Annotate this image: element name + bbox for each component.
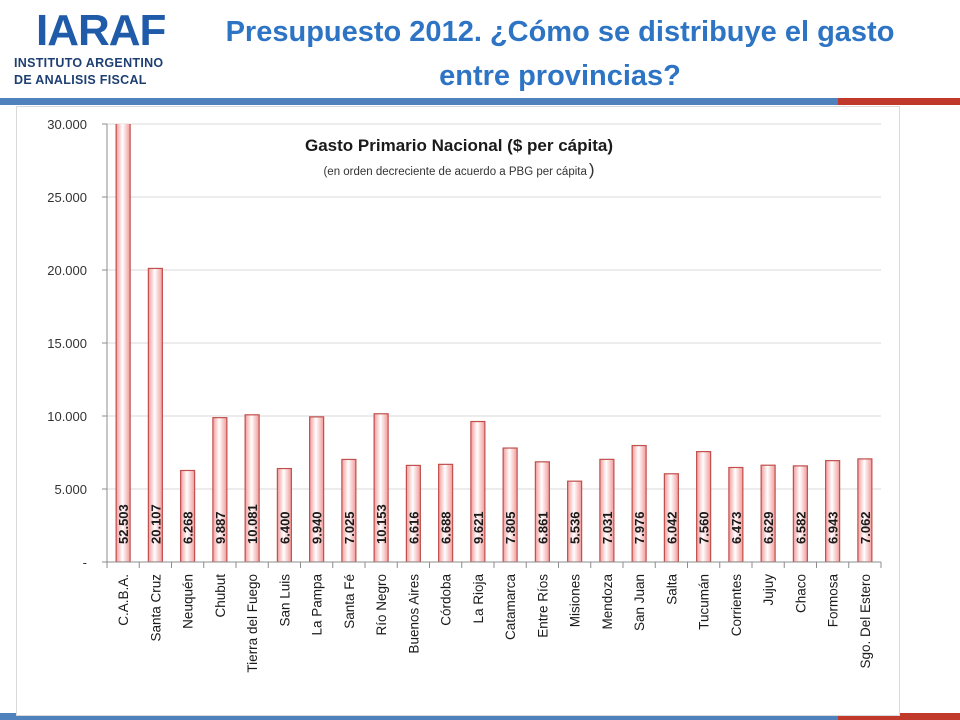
x-category-label: Formosa: [826, 574, 841, 628]
data-label: 6.042: [664, 511, 679, 544]
x-category-label: Buenos Aires: [406, 574, 421, 654]
data-label: 7.025: [342, 511, 357, 544]
x-category-label: Tucumán: [697, 574, 712, 630]
logo-line-2: DE ANALISIS FISCAL: [14, 73, 147, 87]
bar: [760, 464, 776, 562]
y-tick-label: 15.000: [47, 336, 87, 351]
chart-frame: - 5.000 10.000 15.000 20.000 25.000 30.000 52.…: [16, 106, 900, 716]
data-label: 6.629: [761, 511, 776, 544]
data-label: 52.503: [116, 504, 131, 544]
data-label: 7.976: [632, 511, 647, 544]
slide-title-line-1: Presupuesto 2012. ¿Cómo se distribuye el…: [225, 16, 895, 48]
data-label: 7.560: [697, 511, 712, 544]
data-label: 5.536: [568, 511, 583, 544]
slide-title: Presupuesto 2012. ¿Cómo se distribuye el…: [175, 10, 945, 98]
x-category-label: Santa Fé: [342, 574, 357, 629]
bar: [534, 461, 550, 562]
data-label: 7.062: [858, 511, 873, 544]
data-label: 6.473: [729, 511, 744, 544]
bottom-stripe-blue: [0, 713, 838, 720]
x-category-label: Río Negro: [374, 574, 389, 636]
bar: [825, 460, 841, 562]
x-category-label: Chubut: [213, 574, 228, 618]
x-category-label: Misiones: [568, 574, 583, 628]
iaraf-logo: IARAF INSTITUTO ARGENTINO DE ANALISIS FI…: [0, 0, 212, 98]
chart-title: Gasto Primario Nacional ($ per cápita): [305, 136, 613, 155]
data-label: 6.616: [406, 511, 421, 544]
logo-line-1: INSTITUTO ARGENTINO: [14, 56, 164, 70]
x-category-label: San Juan: [632, 574, 647, 631]
bar: [857, 458, 873, 562]
x-category-label: Santa Cruz: [148, 574, 163, 642]
bar: [147, 267, 163, 562]
bar: [696, 451, 712, 562]
bar: [631, 444, 647, 562]
data-label: 7.031: [600, 511, 615, 544]
data-label: 7.805: [503, 511, 518, 544]
y-tick-label: 30.000: [47, 117, 87, 132]
bar: [115, 124, 131, 562]
bar: [663, 473, 679, 562]
bar: [405, 464, 421, 562]
data-label: 6.688: [439, 511, 454, 544]
data-label: 6.400: [277, 511, 292, 544]
data-label: 6.943: [826, 511, 841, 544]
data-label: 20.107: [148, 504, 163, 544]
bar: [728, 466, 744, 562]
x-category-label: Córdoba: [439, 574, 454, 626]
chart-subtitle-close: ): [589, 160, 595, 179]
bar: [276, 467, 292, 562]
chart-subtitle: (en orden decreciente de acuerdo a PBG p…: [323, 160, 594, 179]
data-label: 6.268: [181, 511, 196, 544]
x-category-label: Entre Ríos: [535, 574, 550, 638]
x-category-label: Catamarca: [503, 574, 518, 641]
bar-chart: - 5.000 10.000 15.000 20.000 25.000 30.000 52.…: [47, 117, 882, 673]
bar: [373, 413, 389, 562]
bar: [244, 414, 260, 562]
x-category-label: Jujuy: [761, 574, 776, 606]
y-tick-label: 25.000: [47, 190, 87, 205]
x-category-label: La Rioja: [471, 574, 486, 624]
x-category-label: Tierra del Fuego: [245, 574, 260, 673]
bar: [792, 465, 808, 562]
bar: [567, 480, 583, 562]
data-label: 9.887: [213, 511, 228, 544]
logo-mark: IARAF: [36, 6, 166, 55]
bar: [212, 417, 228, 562]
bar: [309, 416, 325, 562]
data-label: 10.081: [245, 504, 260, 544]
x-category-label: Salta: [664, 574, 679, 605]
x-category-label: San Luis: [277, 574, 292, 627]
chart-subtitle-main: (en orden decreciente de acuerdo a PBG p…: [323, 166, 587, 178]
top-stripe-blue: [0, 98, 838, 105]
x-category-label: Chaco: [793, 574, 808, 613]
data-label: 10.153: [374, 504, 389, 544]
y-tick-label: 10.000: [47, 409, 87, 424]
x-category-label: La Pampa: [310, 574, 325, 636]
bar: [599, 458, 615, 562]
bar: [180, 469, 196, 562]
y-tick-label: 20.000: [47, 263, 87, 278]
y-tick-label: 5.000: [54, 482, 87, 497]
data-label: 9.940: [310, 511, 325, 544]
bar: [502, 447, 518, 562]
x-category-label: Corrientes: [729, 574, 744, 637]
top-stripe-red: [838, 98, 960, 105]
x-category-label: C.A.B.A.: [116, 574, 131, 626]
data-label: 9.621: [471, 511, 486, 544]
y-tick-label: -: [83, 555, 87, 570]
bottom-stripe-red: [838, 713, 960, 720]
x-category-label: Sgo. Del Estero: [858, 574, 873, 669]
bar: [341, 458, 357, 562]
x-category-label: Neuquén: [181, 574, 196, 629]
slide-title-line-2: entre provincias?: [439, 60, 681, 92]
x-category-label: Mendoza: [600, 574, 615, 630]
data-label: 6.861: [535, 511, 550, 544]
data-label: 6.582: [793, 511, 808, 544]
